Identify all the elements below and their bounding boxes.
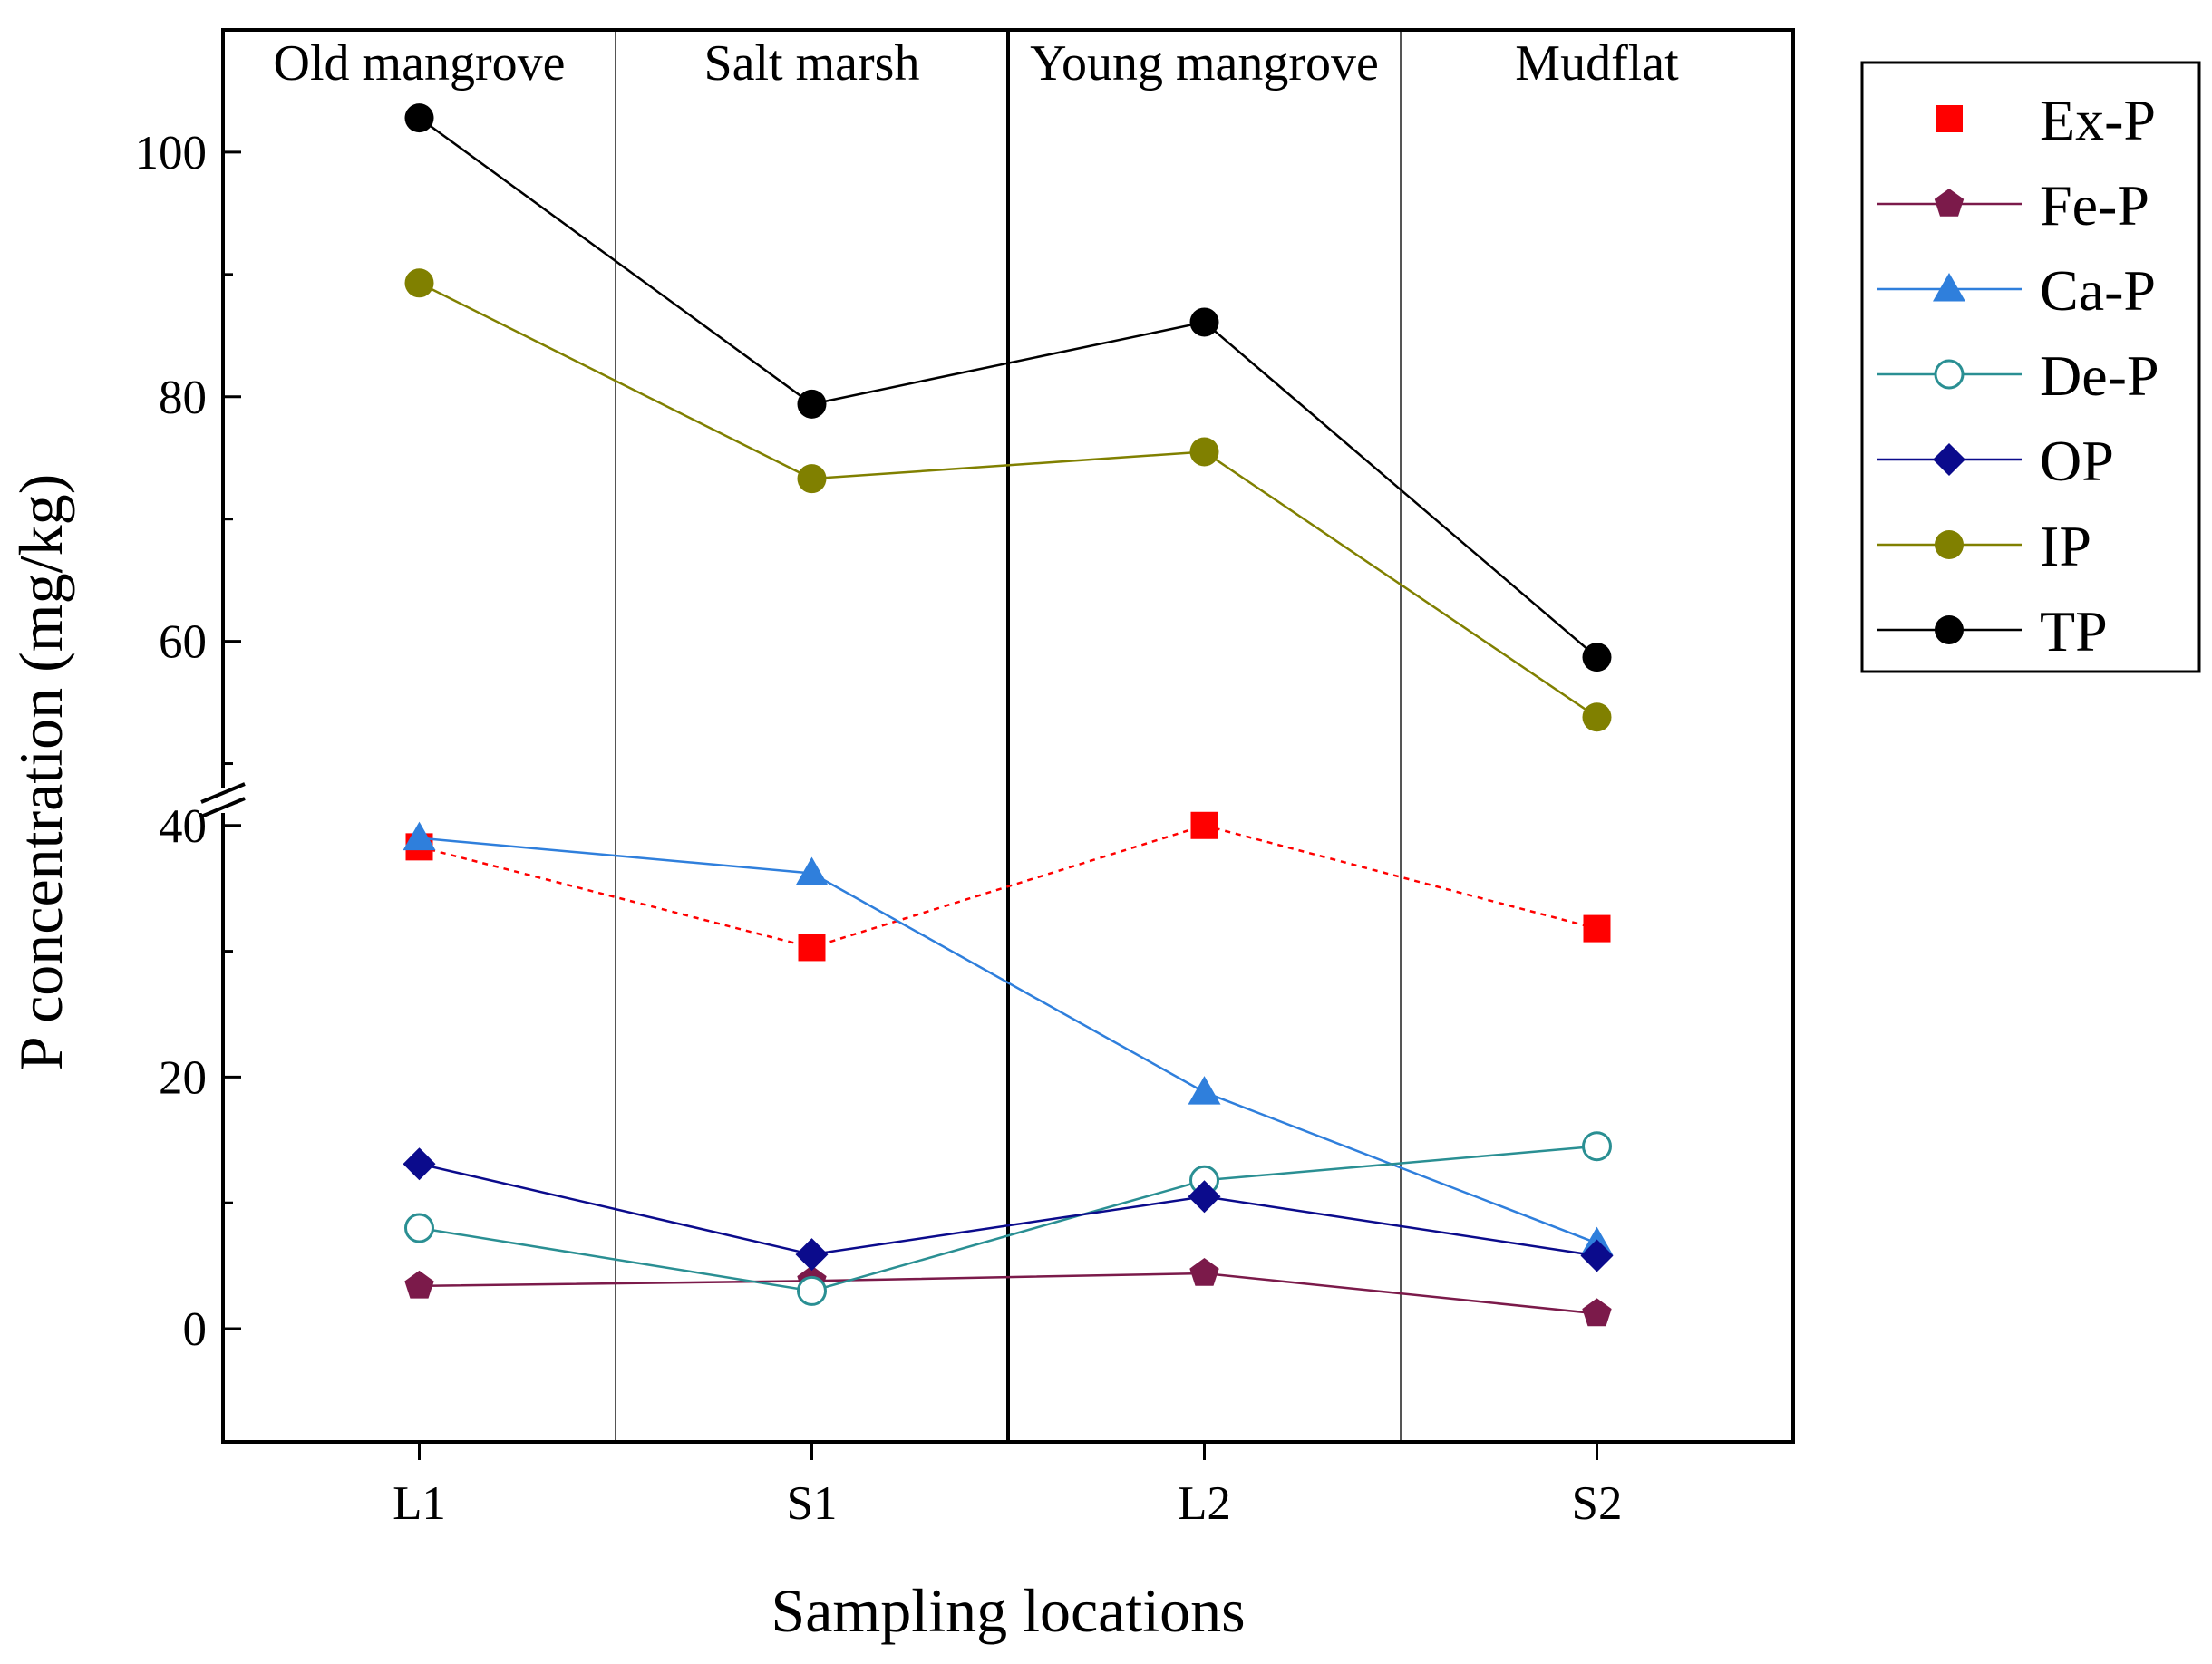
legend: Ex-P Fe-P Ca-P De-P OP IP TP <box>1860 61 2201 673</box>
y-tick-label: 40 <box>159 800 207 853</box>
data-point <box>1582 702 1612 732</box>
data-point <box>797 1275 827 1306</box>
x-tick-label: S1 <box>787 1477 838 1530</box>
x-tick-label: S2 <box>1572 1477 1623 1530</box>
series-tp <box>404 103 1612 672</box>
legend-label: Ca-P <box>2040 258 2156 323</box>
legend-marker <box>1936 105 1963 132</box>
region-label: Salt marsh <box>704 35 920 92</box>
legend-label: De-P <box>2040 343 2159 408</box>
data-point <box>1188 1076 1221 1105</box>
series-layer <box>403 103 1614 1327</box>
data-point <box>404 1213 434 1243</box>
legend-label: TP <box>2040 599 2108 663</box>
series-line <box>419 1162 1597 1257</box>
data-point <box>1582 1131 1612 1162</box>
data-point <box>1188 1180 1221 1214</box>
series-ip <box>404 268 1612 732</box>
data-point <box>1189 1258 1219 1286</box>
region-label: Mudflat <box>1515 35 1679 92</box>
legend-label: OP <box>2040 429 2114 493</box>
axis-layer: 0 20 40 60 80 100 L1 S1 L2 S2 <box>135 28 1795 1530</box>
data-point <box>403 821 436 851</box>
series-op <box>403 1147 1614 1272</box>
data-point <box>795 856 829 886</box>
data-point <box>404 268 434 298</box>
legend-marker <box>1934 359 1965 390</box>
axis-break-mark <box>200 797 246 818</box>
data-point <box>1582 1298 1612 1327</box>
legend-marker <box>1934 189 1965 217</box>
series-de-p <box>404 1131 1612 1306</box>
data-point <box>404 1270 434 1299</box>
data-point <box>404 103 434 133</box>
region-label: Young mangrove <box>1030 35 1379 92</box>
x-tick-label: L1 <box>393 1477 446 1530</box>
legend-marker <box>1935 615 1964 644</box>
legend-box <box>1860 61 2201 673</box>
series-line <box>419 1272 1597 1315</box>
y-axis-title: P concentration (mg/kg) <box>6 474 75 1070</box>
data-point <box>795 1238 829 1272</box>
series-line <box>419 837 1597 1244</box>
legend-marker <box>1935 530 1964 559</box>
x-tick-label: L2 <box>1178 1477 1231 1530</box>
plot-frame <box>221 28 1795 1444</box>
data-point <box>1582 643 1612 672</box>
data-point <box>797 389 827 419</box>
y-tick-label: 100 <box>135 127 208 179</box>
legend-label: Fe-P <box>2040 173 2149 237</box>
axis-break-mark <box>200 782 246 804</box>
data-point <box>1583 914 1611 943</box>
data-point <box>797 464 827 494</box>
series-line <box>418 117 1598 659</box>
data-point <box>1190 811 1218 839</box>
y-tick-label: 0 <box>183 1303 208 1356</box>
region-label: Old mangrove <box>274 35 566 92</box>
legend-label: Ex-P <box>2040 88 2156 152</box>
region-layer: Old mangrove Salt marsh Young mangrove Mudf… <box>274 30 1679 1442</box>
series-line <box>419 824 1597 949</box>
data-point <box>798 934 826 962</box>
legend-label: IP <box>2040 514 2091 578</box>
y-tick-label: 60 <box>159 616 207 669</box>
series-line <box>419 1145 1597 1292</box>
data-point <box>1580 1239 1614 1272</box>
data-point <box>403 1147 436 1181</box>
x-axis-title: Sampling locations <box>771 1576 1245 1645</box>
data-point <box>1189 307 1219 337</box>
y-tick-label: 20 <box>159 1051 207 1104</box>
data-point <box>1189 437 1219 467</box>
legend-marker <box>1933 273 1965 302</box>
series-line <box>418 282 1598 719</box>
y-tick-label: 80 <box>159 372 207 424</box>
legend-marker <box>1933 443 1965 476</box>
